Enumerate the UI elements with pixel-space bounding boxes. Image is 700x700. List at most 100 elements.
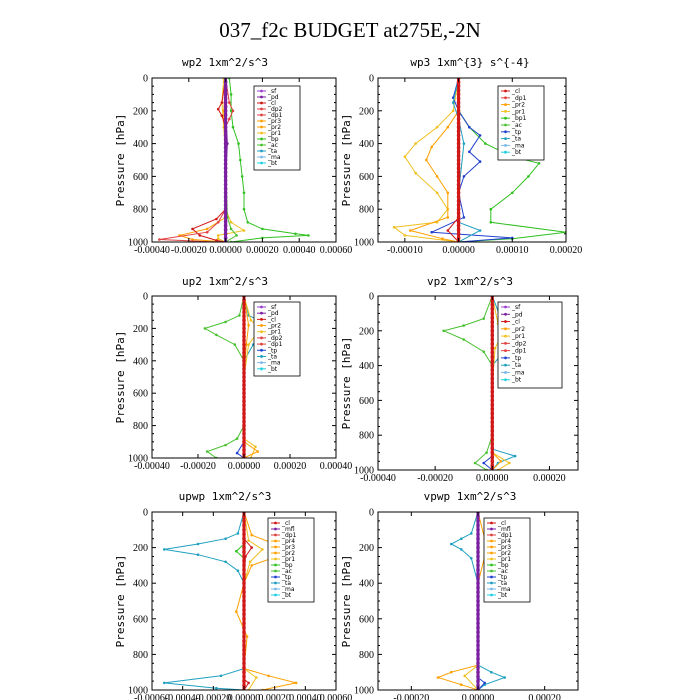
x-tick-label: 0.00010 xyxy=(496,245,529,256)
y-tick-label: 1000 xyxy=(128,686,148,697)
series-point-prb xyxy=(403,234,407,237)
zero-profile-point xyxy=(476,612,480,617)
x-tick-label: 0.00020 xyxy=(533,473,566,484)
zero-profile-point xyxy=(476,630,480,634)
zero-profile-point xyxy=(476,670,480,674)
legend-marker xyxy=(504,327,507,331)
y-tick-label: 400 xyxy=(133,356,148,367)
zero-profile-point xyxy=(476,608,480,612)
legend-label: _bt xyxy=(267,160,278,167)
zero-profile-point xyxy=(223,129,228,134)
zero-profile-point xyxy=(223,174,228,179)
legend-label: _sf xyxy=(267,88,277,95)
series-point-cl xyxy=(247,681,250,685)
zero-profile-point xyxy=(223,145,228,150)
zero-profile-point xyxy=(456,186,461,191)
zero-profile-point xyxy=(242,346,246,351)
series-line-prb xyxy=(463,512,479,690)
y-tick-label: 400 xyxy=(359,139,374,150)
series-line-ac xyxy=(203,296,245,458)
series-point-ta xyxy=(219,674,223,678)
legend-label: _dp1 xyxy=(281,532,297,539)
series-point-bp xyxy=(239,158,242,162)
zero-profile-point xyxy=(490,298,495,303)
legend-label: _pr2 xyxy=(267,323,281,330)
y-tick-label: 400 xyxy=(133,579,148,590)
zero-profile-point xyxy=(476,585,480,590)
legend-label: _ma xyxy=(267,360,281,367)
legend-marker xyxy=(260,324,263,327)
legend-label: _pr2 xyxy=(511,102,525,109)
series-point-ta xyxy=(490,670,493,674)
legend-marker xyxy=(260,155,263,159)
series-point-bp xyxy=(240,175,244,178)
legend-marker xyxy=(274,533,277,537)
series-group xyxy=(442,296,534,470)
series-point-bp xyxy=(231,125,235,129)
zero-profile-point xyxy=(490,442,495,446)
zero-profile-point xyxy=(490,342,495,346)
zero-profile-point xyxy=(242,391,246,396)
zero-profile-point xyxy=(242,411,246,416)
x-tick-label: -0.00040 xyxy=(134,461,170,472)
legend-marker xyxy=(490,533,493,537)
zero-profile-point xyxy=(456,113,461,117)
legend-marker xyxy=(504,349,507,353)
zero-profile-point xyxy=(490,459,495,464)
zero-profile-point xyxy=(456,96,461,101)
x-tick-label: 0.00040 xyxy=(320,461,353,472)
zero-profile-point xyxy=(490,424,495,429)
legend-marker xyxy=(260,107,263,111)
legend-marker xyxy=(260,113,263,117)
series-point-tp xyxy=(462,175,466,178)
legend-label: _tp xyxy=(511,355,521,362)
zero-profile-point xyxy=(223,211,228,216)
zero-profile-point xyxy=(242,318,246,323)
legend: _sf_pd_cl_dp2_dp1_pr3_pr2_pr1_bp_ac_ta_m… xyxy=(253,85,301,171)
y-tick-label: 600 xyxy=(359,396,374,407)
zero-profile-point xyxy=(242,387,246,391)
zero-profile-point xyxy=(242,559,246,563)
legend: _cl_mfl_dp1_pr4_pr3_pr2_pr1_bp_ac_tp_ta_… xyxy=(267,517,315,603)
zero-profile-point xyxy=(242,354,246,359)
zero-profile-point xyxy=(476,554,480,559)
zero-profile-point xyxy=(476,639,480,643)
series-point-prb xyxy=(508,461,511,465)
zero-profile-point xyxy=(242,563,246,568)
series-point-pr xyxy=(460,683,463,686)
series-line-prb xyxy=(392,78,460,242)
legend-label: _ta xyxy=(511,136,521,143)
series-point-ta xyxy=(236,532,240,535)
series-point-dp xyxy=(158,238,161,241)
legend-marker xyxy=(260,137,263,141)
series-point-bp xyxy=(229,109,233,113)
zero-profile-point xyxy=(223,137,228,142)
zero-profile-point xyxy=(490,398,495,403)
zero-profile-point xyxy=(456,117,461,121)
zero-profile-point xyxy=(242,431,246,436)
legend-label: _ta xyxy=(267,148,277,155)
series-point-cl xyxy=(216,107,220,111)
zero-profile-point xyxy=(223,88,228,93)
zero-profile-point xyxy=(490,320,495,324)
x-tick-label: 0.00000 xyxy=(228,693,261,700)
zero-profile-point xyxy=(476,528,480,532)
series-group xyxy=(158,78,310,242)
y-tick-label: 600 xyxy=(359,614,374,625)
zero-profile-point xyxy=(476,536,480,541)
series-point-bp xyxy=(294,232,297,236)
x-tick-label: 0.00020 xyxy=(246,245,279,256)
series-point-prb xyxy=(216,237,220,240)
series-point-pr xyxy=(499,460,503,463)
legend-label: _cl xyxy=(267,316,276,323)
legend: _sf_pd_cl_pr2_pr1_dp2_dp1_tp_ta_ma_bt xyxy=(253,301,301,377)
legend-marker xyxy=(504,320,507,323)
legend-label: _ma xyxy=(497,586,511,593)
legend-label: _ac xyxy=(281,568,292,575)
series-point-prb xyxy=(435,191,439,195)
zero-profile-point xyxy=(456,236,461,240)
zero-profile-point xyxy=(242,334,246,339)
series-point-ac xyxy=(482,317,486,320)
series-point-ta xyxy=(462,142,466,145)
